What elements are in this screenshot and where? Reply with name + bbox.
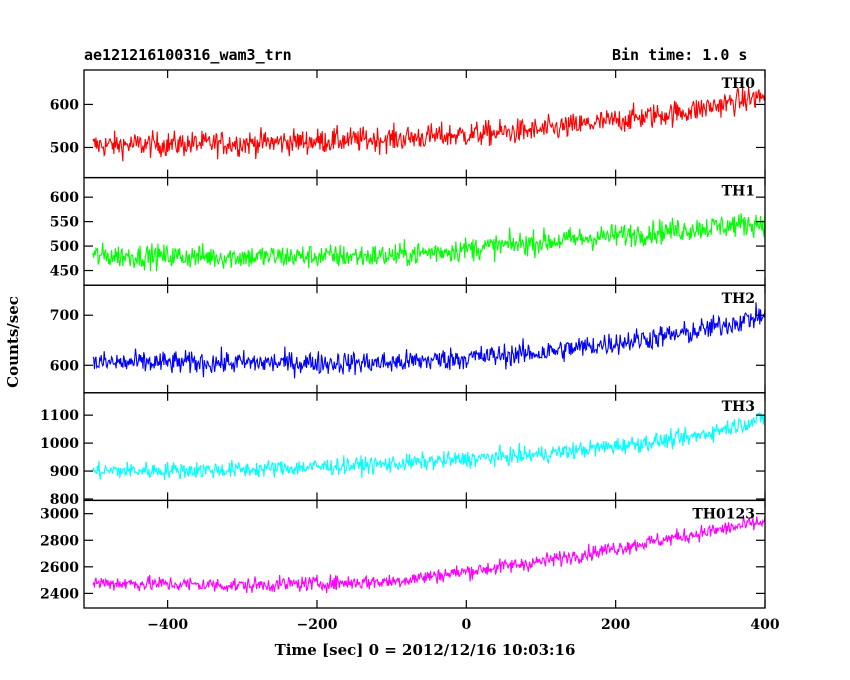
panel-th1: 450 500 550 600 TH1 — [50, 176, 766, 286]
x-tick-label: 0 — [461, 617, 471, 633]
panels-group: 500 600 TH0 450 500 550 600 TH1 600 700 TH2 800 900 1… — [40, 69, 780, 633]
y-tick-label: 1000 — [40, 436, 79, 452]
y-tick-label: 600 — [50, 97, 79, 113]
y-tick-label: 500 — [50, 140, 79, 156]
y-tick-label: 700 — [50, 308, 79, 324]
y-tick-label: 2600 — [40, 560, 79, 576]
y-axis-label: Counts/sec — [4, 296, 22, 388]
panel-label: TH2 — [722, 291, 755, 307]
y-tick-label: 550 — [50, 215, 79, 231]
y-tick-label: 900 — [50, 464, 79, 480]
y-tick-label: 3000 — [40, 507, 79, 523]
series-line-th1 — [92, 212, 765, 272]
x-tick-label: −400 — [147, 617, 188, 633]
series-line-th0 — [92, 85, 765, 162]
panel-label: TH0 — [722, 76, 756, 92]
bin-time-label: Bin time: 1.0 s — [612, 46, 748, 64]
series-line-th3 — [92, 412, 765, 480]
x-tick-label: −200 — [296, 617, 337, 633]
panel-th0: 500 600 TH0 — [50, 69, 766, 179]
panel-frame — [83, 392, 766, 502]
y-tick-label: 2800 — [40, 533, 79, 549]
series-line-th0123 — [92, 515, 765, 594]
x-tick-label: 200 — [601, 617, 630, 633]
x-axis-label: Time [sec] 0 = 2012/12/16 10:03:16 — [275, 641, 576, 659]
y-tick-label: 600 — [50, 190, 79, 206]
series-line-th2 — [92, 302, 765, 379]
panel-th3: 800 900 1000 1100 TH3 — [40, 392, 766, 508]
y-tick-label: 800 — [50, 492, 79, 508]
y-tick-label: 500 — [50, 239, 79, 255]
plot-title: ae121216100316_wam3_trn — [84, 46, 292, 64]
panel-th0123: 2400 2600 2800 3000 TH0123 — [40, 499, 766, 609]
panel-label: TH1 — [722, 184, 755, 200]
x-tick-label: 400 — [750, 617, 779, 633]
panel-th2: 600 700 TH2 — [50, 284, 766, 394]
panel-frame — [83, 499, 766, 609]
panel-frame — [83, 69, 766, 179]
y-tick-label: 1100 — [40, 408, 79, 424]
y-tick-label: 2400 — [40, 586, 79, 602]
panel-label: TH0123 — [692, 506, 755, 522]
y-tick-label: 600 — [50, 358, 79, 374]
y-tick-label: 450 — [50, 264, 79, 280]
panel-label: TH3 — [722, 399, 755, 415]
